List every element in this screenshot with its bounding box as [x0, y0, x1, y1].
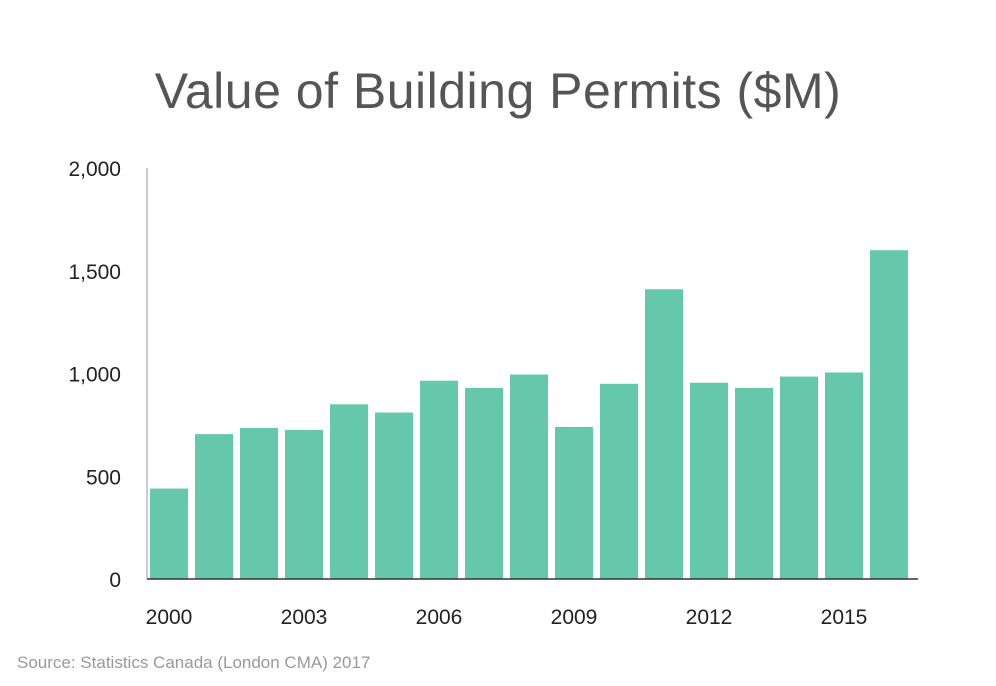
- bar-2013: [735, 387, 773, 579]
- x-tick-label: 2015: [821, 606, 868, 629]
- bar-2009: [555, 426, 593, 579]
- bar-2000: [150, 488, 188, 579]
- bar-2005: [375, 412, 413, 579]
- bar-2004: [330, 404, 368, 579]
- bar-2001: [195, 434, 233, 579]
- x-tick-label: 2006: [416, 606, 463, 629]
- bars-layer: [150, 250, 908, 579]
- y-tick-label: 500: [86, 466, 121, 489]
- chart-title: Value of Building Permits ($M): [154, 63, 842, 119]
- bar-2014: [780, 376, 818, 579]
- bar-2012: [690, 382, 728, 579]
- y-tick-label: 1,000: [68, 364, 121, 387]
- bar-2008: [510, 374, 548, 579]
- axes-layer: [146, 168, 918, 580]
- bar-2002: [240, 427, 278, 579]
- bar-2011: [645, 289, 683, 579]
- x-tick-label: 2000: [146, 606, 193, 629]
- bar-2016: [870, 250, 908, 579]
- bar-2006: [420, 380, 458, 579]
- x-tick-labels: 2000 2003 2006 2009 2012 2015: [146, 606, 868, 629]
- y-tick-label: 2,000: [68, 158, 121, 181]
- x-tick-label: 2003: [281, 606, 328, 629]
- y-tick-label: 0: [109, 569, 121, 592]
- y-tick-label: 1,500: [68, 261, 121, 284]
- source-note: Source: Statistics Canada (London CMA) 2…: [17, 653, 371, 672]
- bar-2007: [465, 387, 503, 579]
- x-tick-label: 2012: [686, 606, 733, 629]
- bar-2003: [285, 430, 323, 579]
- bar-2010: [600, 383, 638, 579]
- x-tick-label: 2009: [551, 606, 598, 629]
- bar-2015: [825, 372, 863, 579]
- y-tick-labels: 0 500 1,000 1,500 2,000: [68, 158, 121, 592]
